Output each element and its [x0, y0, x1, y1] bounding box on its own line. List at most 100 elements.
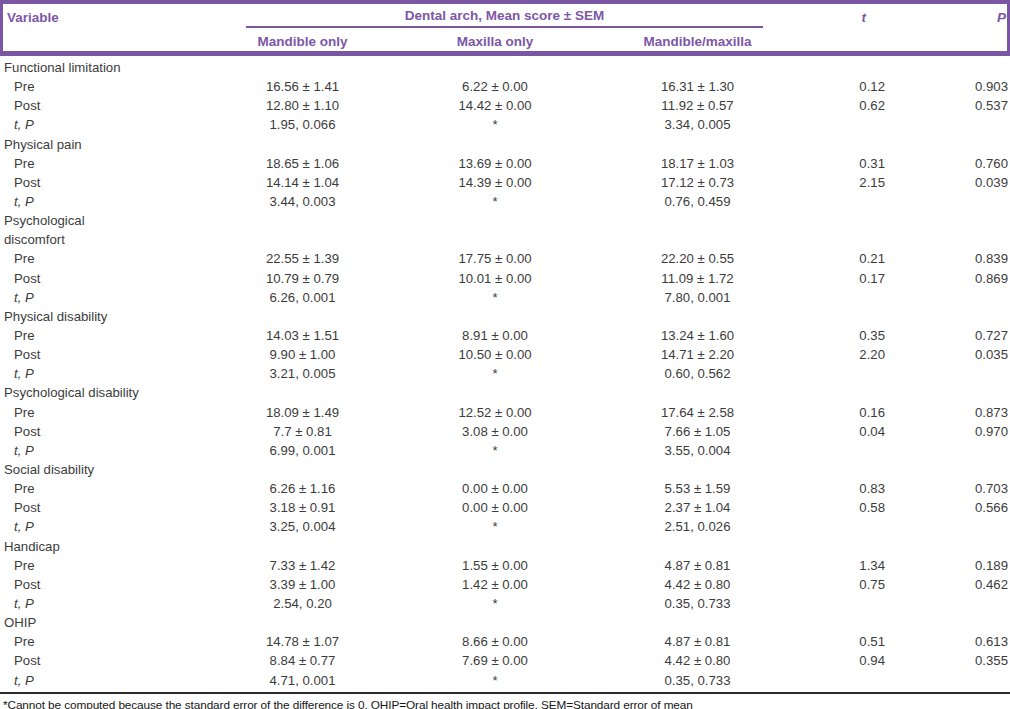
- cell-mandible-only: 14.03 ± 1.51: [210, 328, 395, 343]
- cell-p: 0.970: [888, 424, 1010, 439]
- cell-mandible-maxilla: 17.12 ± 0.73: [595, 175, 800, 190]
- tp-row: t, P3.44, 0.003*0.76, 0.459: [0, 192, 1010, 211]
- row-label: Psychological: [0, 213, 210, 228]
- row-label: Post: [0, 653, 210, 668]
- pre-row: Pre18.65 ± 1.0613.69 ± 0.0018.17 ± 1.030…: [0, 154, 1010, 173]
- cell-t: 0.51: [800, 634, 888, 649]
- cell-mandible-only: 18.65 ± 1.06: [210, 156, 395, 171]
- row-label: Handicap: [0, 539, 210, 554]
- row-label: Functional limitation: [0, 60, 210, 75]
- row-label: Social disability: [0, 462, 210, 477]
- row-label: t, P: [0, 596, 210, 611]
- cell-maxilla-only: 0.00 ± 0.00: [395, 481, 595, 496]
- cell-mandible-only: 7.33 ± 1.42: [210, 558, 395, 573]
- cell-mandible-maxilla: 2.37 ± 1.04: [595, 500, 800, 515]
- cell-mandible-maxilla: 4.42 ± 0.80: [595, 653, 800, 668]
- cell-maxilla-only: *: [395, 290, 595, 305]
- cell-p: 0.035: [888, 347, 1010, 362]
- cell-p: 0.839: [888, 251, 1010, 266]
- cell-p: 0.760: [888, 156, 1010, 171]
- post-row: Post9.90 ± 1.0010.50 ± 0.0014.71 ± 2.202…: [0, 345, 1010, 364]
- cell-mandible-only: 4.71, 0.001: [210, 673, 395, 688]
- post-row: Post3.39 ± 1.001.42 ± 0.004.42 ± 0.800.7…: [0, 575, 1010, 594]
- row-label: Post: [0, 347, 210, 362]
- row-label: Post: [0, 577, 210, 592]
- tp-row: t, P3.21, 0.005*0.60, 0.562: [0, 364, 1010, 383]
- cell-p: 0.039: [888, 175, 1010, 190]
- cell-mandible-maxilla: 18.17 ± 1.03: [595, 156, 800, 171]
- cell-p: 0.537: [888, 98, 1010, 113]
- cell-mandible-only: 6.99, 0.001: [210, 443, 395, 458]
- cell-p: 0.873: [888, 405, 1010, 420]
- column-header-dental-arch-span: Dental arch, Mean score ± SEM: [210, 8, 800, 28]
- cell-p: 0.903: [888, 79, 1010, 94]
- cell-t: 0.83: [800, 481, 888, 496]
- cell-mandible-only: 16.56 ± 1.41: [210, 79, 395, 94]
- tp-row: t, P2.54, 0.20*0.35, 0.733: [0, 594, 1010, 613]
- cell-maxilla-only: 8.91 ± 0.00: [395, 328, 595, 343]
- row-label: t, P: [0, 443, 210, 458]
- cell-maxilla-only: *: [395, 596, 595, 611]
- cell-mandible-only: 18.09 ± 1.49: [210, 405, 395, 420]
- cell-mandible-maxilla: 17.64 ± 2.58: [595, 405, 800, 420]
- cell-t: 2.15: [800, 175, 888, 190]
- cell-mandible-maxilla: 11.92 ± 0.57: [595, 98, 800, 113]
- cell-mandible-maxilla: 0.35, 0.733: [595, 673, 800, 688]
- tp-row: t, P3.25, 0.004*2.51, 0.026: [0, 517, 1010, 536]
- cell-mandible-maxilla: 3.34, 0.005: [595, 117, 800, 132]
- column-header-maxilla-only: Maxilla only: [395, 34, 595, 49]
- section-label-row: Handicap: [0, 537, 1010, 556]
- cell-mandible-only: 3.18 ± 0.91: [210, 500, 395, 515]
- row-label: t, P: [0, 290, 210, 305]
- cell-mandible-only: 22.55 ± 1.39: [210, 251, 395, 266]
- post-row: Post7.7 ± 0.813.08 ± 0.007.66 ± 1.050.04…: [0, 422, 1010, 441]
- pre-row: Pre14.78 ± 1.078.66 ± 0.004.87 ± 0.810.5…: [0, 632, 1010, 651]
- cell-p: 0.727: [888, 328, 1010, 343]
- cell-mandible-only: 6.26 ± 1.16: [210, 481, 395, 496]
- pre-row: Pre6.26 ± 1.160.00 ± 0.005.53 ± 1.590.83…: [0, 479, 1010, 498]
- row-label: t, P: [0, 673, 210, 688]
- cell-mandible-maxilla: 4.87 ± 0.81: [595, 634, 800, 649]
- post-row: Post10.79 ± 0.7910.01 ± 0.0011.09 ± 1.72…: [0, 269, 1010, 288]
- row-label: Pre: [0, 481, 210, 496]
- section-label-row: Functional limitation: [0, 58, 1010, 77]
- column-header-variable: Variable: [3, 10, 210, 25]
- cell-t: 0.16: [800, 405, 888, 420]
- table-body: Functional limitationPre16.56 ± 1.416.22…: [0, 56, 1010, 690]
- cell-mandible-only: 3.25, 0.004: [210, 519, 395, 534]
- pre-row: Pre16.56 ± 1.416.22 ± 0.0016.31 ± 1.300.…: [0, 77, 1010, 96]
- cell-mandible-maxilla: 16.31 ± 1.30: [595, 79, 800, 94]
- section-label-row: Physical disability: [0, 307, 1010, 326]
- post-row: Post3.18 ± 0.910.00 ± 0.002.37 ± 1.040.5…: [0, 498, 1010, 517]
- header-row-sub: Mandible only Maxilla only Mandible/maxi…: [3, 31, 1007, 51]
- column-header-t: t: [800, 10, 888, 25]
- cell-mandible-only: 9.90 ± 1.00: [210, 347, 395, 362]
- cell-mandible-only: 12.80 ± 1.10: [210, 98, 395, 113]
- cell-maxilla-only: *: [395, 519, 595, 534]
- row-label: discomfort: [0, 232, 210, 247]
- cell-mandible-maxilla: 14.71 ± 2.20: [595, 347, 800, 362]
- cell-mandible-maxilla: 4.87 ± 0.81: [595, 558, 800, 573]
- cell-mandible-maxilla: 0.60, 0.562: [595, 366, 800, 381]
- dental-arch-span-label: Dental arch, Mean score ± SEM: [246, 8, 763, 28]
- cell-mandible-maxilla: 3.55, 0.004: [595, 443, 800, 458]
- cell-mandible-only: 2.54, 0.20: [210, 596, 395, 611]
- cell-maxilla-only: 6.22 ± 0.00: [395, 79, 595, 94]
- cell-mandible-only: 10.79 ± 0.79: [210, 271, 395, 286]
- cell-mandible-only: 3.44, 0.003: [210, 194, 395, 209]
- pre-row: Pre7.33 ± 1.421.55 ± 0.004.87 ± 0.811.34…: [0, 556, 1010, 575]
- tp-row: t, P4.71, 0.001*0.35, 0.733: [0, 671, 1010, 690]
- row-label: OHIP: [0, 615, 210, 630]
- cell-maxilla-only: 14.42 ± 0.00: [395, 98, 595, 113]
- section-label-row: Psychological disability: [0, 383, 1010, 402]
- cell-t: 0.35: [800, 328, 888, 343]
- pre-row: Pre22.55 ± 1.3917.75 ± 0.0022.20 ± 0.550…: [0, 249, 1010, 268]
- cell-t: 0.58: [800, 500, 888, 515]
- section-label-row: Social disability: [0, 460, 1010, 479]
- row-label: Physical pain: [0, 137, 210, 152]
- cell-mandible-only: 3.21, 0.005: [210, 366, 395, 381]
- cell-mandible-maxilla: 22.20 ± 0.55: [595, 251, 800, 266]
- row-label: t, P: [0, 117, 210, 132]
- cell-mandible-maxilla: 0.35, 0.733: [595, 596, 800, 611]
- cell-maxilla-only: 1.42 ± 0.00: [395, 577, 595, 592]
